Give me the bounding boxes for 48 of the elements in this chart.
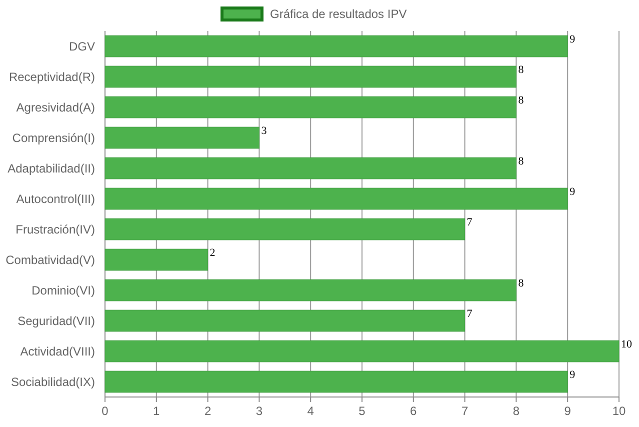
y-tick-label: Adaptabilidad(II) <box>8 161 95 176</box>
y-tick-label: Agresividad(A) <box>16 100 95 114</box>
data-label: 9 <box>570 34 576 46</box>
y-tick-label: Comprensión(I) <box>12 130 95 145</box>
bar <box>104 66 516 88</box>
y-tick-label: Actividad(VIII) <box>20 344 95 358</box>
data-label: 2 <box>210 247 216 260</box>
data-label: 8 <box>518 156 524 168</box>
data-label: 3 <box>261 125 268 138</box>
x-tick-label: 7 <box>461 404 468 418</box>
y-tick-label: Seguridad(VII) <box>18 314 95 328</box>
data-label: 7 <box>466 308 473 320</box>
bar <box>104 35 568 58</box>
data-label: 8 <box>518 64 524 76</box>
bar <box>104 218 466 240</box>
x-tick-label: 10 <box>612 404 626 418</box>
x-tick-label: 0 <box>102 404 109 418</box>
data-label: 9 <box>570 186 576 198</box>
x-tick-label: 1 <box>153 404 160 418</box>
y-tick-label: Combatividad(V) <box>6 252 95 267</box>
bar <box>104 188 568 210</box>
x-tick-label: 9 <box>564 404 572 418</box>
y-tick-label: Dominio(VI) <box>32 283 95 298</box>
bar <box>104 248 208 271</box>
bar <box>104 310 466 332</box>
bar <box>104 96 516 118</box>
y-tick-label: DGV <box>68 39 95 54</box>
data-label: 7 <box>466 216 473 229</box>
x-tick-label: 5 <box>358 404 366 418</box>
y-tick-label: Sociabilidad(IX) <box>10 374 95 389</box>
series-label: Gráfica de resultados IPV <box>270 7 407 21</box>
x-tick-label: 8 <box>512 404 520 418</box>
bar <box>104 279 516 302</box>
y-tick-label: Receptividad(R) <box>8 70 95 84</box>
x-tick-label: 3 <box>256 404 263 418</box>
x-tick-label: 2 <box>204 404 212 418</box>
y-tick-label: Frustración(IV) <box>16 222 95 236</box>
data-label: 8 <box>518 278 524 290</box>
bar <box>104 340 620 362</box>
y-tick-label: Autocontrol(III) <box>16 192 95 206</box>
x-tick-label: 4 <box>307 404 314 418</box>
bar <box>104 126 260 149</box>
data-label: 9 <box>570 369 576 382</box>
data-label: 8 <box>518 94 524 107</box>
bar <box>104 370 568 393</box>
bar <box>104 157 516 180</box>
x-tick-label: 6 <box>410 404 418 418</box>
data-label: 10 <box>621 338 632 351</box>
